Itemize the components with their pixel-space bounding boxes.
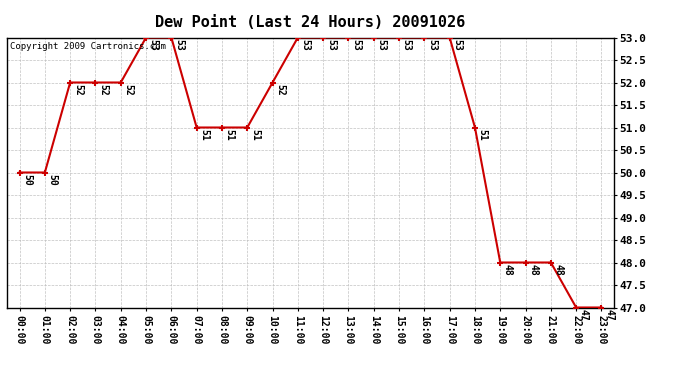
- Text: 53: 53: [301, 39, 310, 51]
- Text: 53: 53: [453, 39, 462, 51]
- Text: 48: 48: [553, 264, 564, 276]
- Text: 50: 50: [22, 174, 32, 186]
- Text: 47: 47: [604, 309, 614, 321]
- Text: 51: 51: [225, 129, 235, 141]
- Text: 53: 53: [427, 39, 437, 51]
- Text: 53: 53: [174, 39, 184, 51]
- Text: 53: 53: [326, 39, 336, 51]
- Text: 50: 50: [48, 174, 58, 186]
- Text: 53: 53: [149, 39, 159, 51]
- Text: 52: 52: [275, 84, 286, 96]
- Text: 48: 48: [503, 264, 513, 276]
- Text: 47: 47: [579, 309, 589, 321]
- Text: 51: 51: [199, 129, 210, 141]
- Text: 51: 51: [250, 129, 260, 141]
- Text: 51: 51: [477, 129, 488, 141]
- Text: Copyright 2009 Cartronics.com: Copyright 2009 Cartronics.com: [10, 42, 166, 51]
- Text: 52: 52: [98, 84, 108, 96]
- Text: 48: 48: [529, 264, 538, 276]
- Text: 53: 53: [402, 39, 412, 51]
- Text: 53: 53: [351, 39, 362, 51]
- Text: 53: 53: [377, 39, 386, 51]
- Text: 52: 52: [73, 84, 83, 96]
- Text: Dew Point (Last 24 Hours) 20091026: Dew Point (Last 24 Hours) 20091026: [155, 15, 466, 30]
- Text: 52: 52: [124, 84, 134, 96]
